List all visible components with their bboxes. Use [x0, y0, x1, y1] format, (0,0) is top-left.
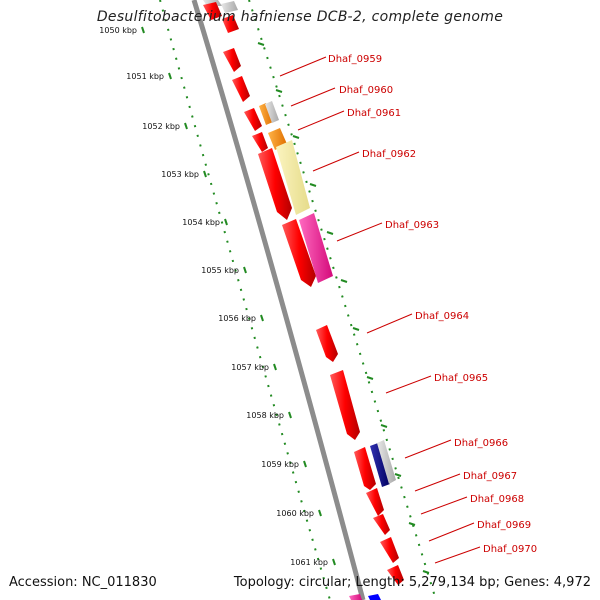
gene-callout-line	[279, 56, 327, 77]
ruler-tick-label: 1053 kbp	[161, 170, 199, 179]
ruler-tick-label: 1052 kbp	[142, 122, 180, 131]
gene-feature	[232, 76, 250, 102]
ruler-line-right	[248, 0, 437, 600]
ruler-tick	[224, 218, 228, 226]
gene-feature	[258, 148, 292, 220]
gene-feature	[380, 537, 399, 563]
gene-callout-line	[385, 375, 432, 394]
gene-callout-line	[414, 473, 461, 492]
genome-summary: Topology: circular; Length: 5,279,134 bp…	[233, 575, 591, 590]
ruler-tick	[288, 411, 292, 419]
gene-feature	[299, 213, 333, 283]
gene-label: Dhaf_0959	[328, 54, 382, 65]
gene-feature	[222, 15, 239, 33]
gene-label: Dhaf_0964	[415, 311, 469, 322]
gene-label: Dhaf_0963	[385, 220, 439, 231]
gene-feature	[244, 108, 262, 131]
ruler-tick	[422, 570, 430, 574]
gene-feature	[223, 48, 241, 72]
ruler-tick	[257, 42, 265, 46]
ruler-tick	[260, 314, 264, 322]
gene-label: Dhaf_0960	[339, 85, 393, 96]
ruler-tick	[380, 424, 388, 428]
ruler-tick	[340, 279, 348, 283]
ruler-tick	[326, 231, 334, 235]
gene-feature	[252, 132, 268, 152]
gene-callout-line	[366, 313, 413, 334]
ruler-tick-label: 1050 kbp	[99, 26, 137, 35]
ruler-tick	[332, 558, 336, 566]
gene-feature	[276, 140, 310, 215]
gene-feature	[265, 101, 279, 123]
gene-callout-line	[428, 522, 475, 542]
gene-feature	[354, 447, 376, 490]
ruler-tick	[408, 522, 416, 526]
gene-feature	[259, 103, 273, 125]
ruler-tick	[203, 170, 207, 178]
ruler-tick-label: 1061 kbp	[290, 558, 328, 567]
ruler-tick	[168, 72, 172, 80]
ruler-tick	[141, 26, 145, 34]
gene-callout-line	[420, 496, 468, 515]
ruler-tick	[318, 509, 322, 517]
gene-callout-line	[290, 87, 336, 107]
ruler-tick	[243, 266, 247, 274]
gene-callout-line	[312, 151, 360, 172]
ruler-tick	[394, 473, 402, 477]
gene-callout-line	[336, 222, 383, 242]
genome-backbone	[191, 0, 366, 600]
gene-callout-line	[434, 546, 481, 564]
ruler-tick	[352, 327, 360, 331]
ruler-tick-label: 1051 kbp	[126, 72, 164, 81]
map-title: Desulfitobacterium hafniense DCB-2, comp…	[96, 9, 504, 25]
ruler-tick	[309, 183, 317, 187]
gene-label: Dhaf_0961	[347, 108, 401, 119]
gene-feature	[221, 1, 238, 13]
ruler-tick	[184, 122, 188, 130]
gene-label: Dhaf_0962	[362, 149, 416, 160]
gene-feature	[370, 443, 390, 487]
gene-feature	[373, 514, 390, 535]
gene-feature	[377, 440, 396, 484]
gene-label: Dhaf_0969	[477, 520, 531, 531]
gene-feature	[349, 594, 362, 600]
gene-feature	[387, 565, 404, 585]
ruler-tick-label: 1058 kbp	[246, 411, 284, 420]
ruler-tick-label: 1060 kbp	[276, 509, 314, 518]
ruler-tick	[273, 363, 277, 371]
ruler-tick	[275, 89, 283, 93]
ruler-tick-label: 1057 kbp	[231, 363, 269, 372]
gene-label: Dhaf_0965	[434, 373, 488, 384]
ruler-tick-label: 1056 kbp	[218, 314, 256, 323]
ruler-tick	[303, 460, 307, 468]
gene-label: Dhaf_0966	[454, 438, 508, 449]
ruler-tick	[366, 376, 374, 380]
gene-label: Dhaf_0970	[483, 544, 537, 555]
ruler-tick	[292, 135, 300, 139]
gene-label: Dhaf_0968	[470, 494, 524, 505]
gene-feature	[316, 325, 338, 362]
gene-feature	[330, 370, 360, 440]
ruler-tick-label: 1055 kbp	[201, 266, 239, 275]
ruler-tick-label: 1059 kbp	[261, 460, 299, 469]
accession-text: Accession: NC_011830	[9, 575, 157, 590]
ruler-tick-label: 1054 kbp	[182, 218, 220, 227]
gene-callout-line	[404, 439, 452, 459]
gene-callout-line	[297, 110, 345, 131]
gene-feature	[368, 594, 381, 600]
gene-label: Dhaf_0967	[463, 471, 517, 482]
gene-feature	[366, 488, 384, 516]
gene-feature	[203, 2, 222, 20]
gene-feature	[282, 219, 316, 287]
